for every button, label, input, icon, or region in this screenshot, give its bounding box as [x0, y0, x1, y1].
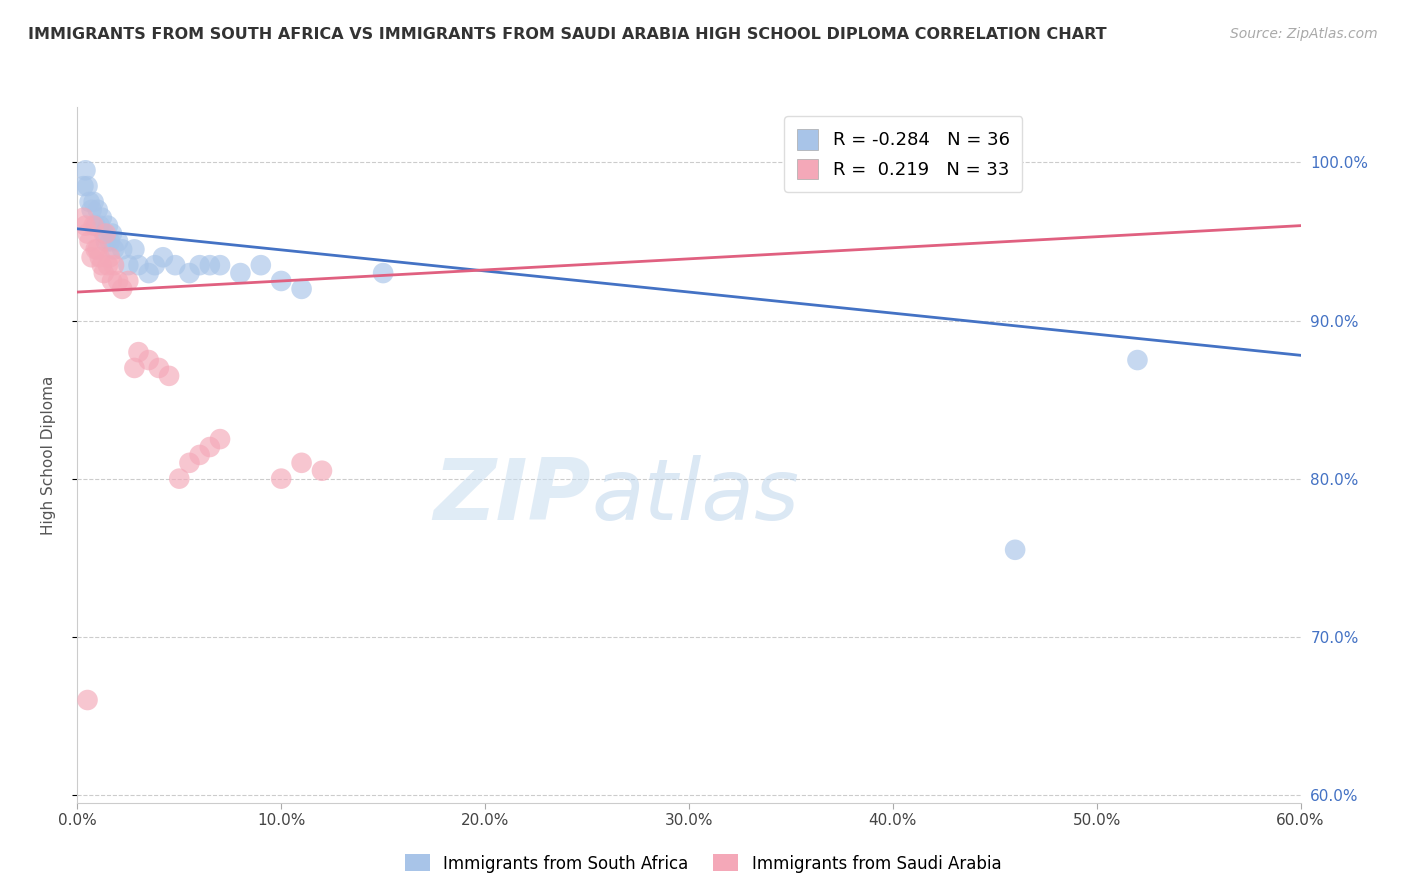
- Text: atlas: atlas: [591, 455, 799, 538]
- Point: [87, 202, 110, 217]
- Legend: R = -0.284   N = 36, R =  0.219   N = 33: R = -0.284 N = 36, R = 0.219 N = 33: [785, 116, 1022, 192]
- Point: [90, 211, 112, 225]
- Point: [111, 282, 134, 296]
- Point: [1126, 353, 1149, 368]
- Point: [229, 266, 252, 280]
- Text: IMMIGRANTS FROM SOUTH AFRICA VS IMMIGRANTS FROM SAUDI ARABIA HIGH SCHOOL DIPLOMA: IMMIGRANTS FROM SOUTH AFRICA VS IMMIGRAN…: [28, 27, 1107, 42]
- Point: [371, 266, 394, 280]
- Point: [98, 250, 121, 264]
- Point: [97, 258, 120, 272]
- Point: [80, 202, 103, 217]
- Point: [157, 368, 180, 383]
- Point: [128, 345, 150, 359]
- Point: [1004, 542, 1026, 557]
- Point: [188, 448, 211, 462]
- Point: [124, 243, 146, 257]
- Point: [93, 266, 115, 280]
- Point: [75, 163, 97, 178]
- Point: [188, 258, 211, 272]
- Point: [103, 243, 125, 257]
- Point: [107, 274, 129, 288]
- Y-axis label: High School Diploma: High School Diploma: [42, 376, 56, 534]
- Point: [209, 258, 232, 272]
- Point: [93, 227, 115, 241]
- Point: [89, 250, 111, 264]
- Point: [87, 243, 110, 257]
- Point: [84, 243, 107, 257]
- Point: [270, 274, 292, 288]
- Point: [79, 194, 101, 209]
- Point: [198, 258, 221, 272]
- Point: [107, 235, 129, 249]
- Point: [291, 456, 314, 470]
- Point: [98, 235, 121, 249]
- Point: [124, 360, 146, 375]
- Point: [103, 258, 125, 272]
- Point: [94, 235, 117, 249]
- Point: [138, 266, 160, 280]
- Point: [179, 266, 201, 280]
- Point: [79, 235, 101, 249]
- Point: [117, 258, 139, 272]
- Point: [179, 456, 201, 470]
- Point: [83, 194, 105, 209]
- Point: [76, 227, 98, 241]
- Point: [165, 258, 187, 272]
- Legend: Immigrants from South Africa, Immigrants from Saudi Arabia: Immigrants from South Africa, Immigrants…: [398, 847, 1008, 880]
- Point: [111, 243, 134, 257]
- Point: [148, 360, 170, 375]
- Point: [90, 258, 112, 272]
- Point: [101, 274, 124, 288]
- Point: [76, 693, 98, 707]
- Point: [152, 250, 174, 264]
- Point: [209, 432, 232, 446]
- Point: [94, 227, 117, 241]
- Point: [143, 258, 166, 272]
- Point: [83, 219, 105, 233]
- Point: [75, 219, 97, 233]
- Point: [80, 250, 103, 264]
- Point: [250, 258, 273, 272]
- Point: [72, 179, 94, 194]
- Point: [169, 472, 191, 486]
- Point: [101, 227, 124, 241]
- Point: [128, 258, 150, 272]
- Point: [291, 282, 314, 296]
- Text: Source: ZipAtlas.com: Source: ZipAtlas.com: [1230, 27, 1378, 41]
- Point: [270, 472, 292, 486]
- Point: [72, 211, 94, 225]
- Point: [76, 179, 98, 194]
- Point: [198, 440, 221, 454]
- Point: [311, 464, 333, 478]
- Text: ZIP: ZIP: [433, 455, 591, 538]
- Point: [89, 219, 111, 233]
- Point: [117, 274, 139, 288]
- Point: [84, 219, 107, 233]
- Point: [97, 219, 120, 233]
- Point: [138, 353, 160, 368]
